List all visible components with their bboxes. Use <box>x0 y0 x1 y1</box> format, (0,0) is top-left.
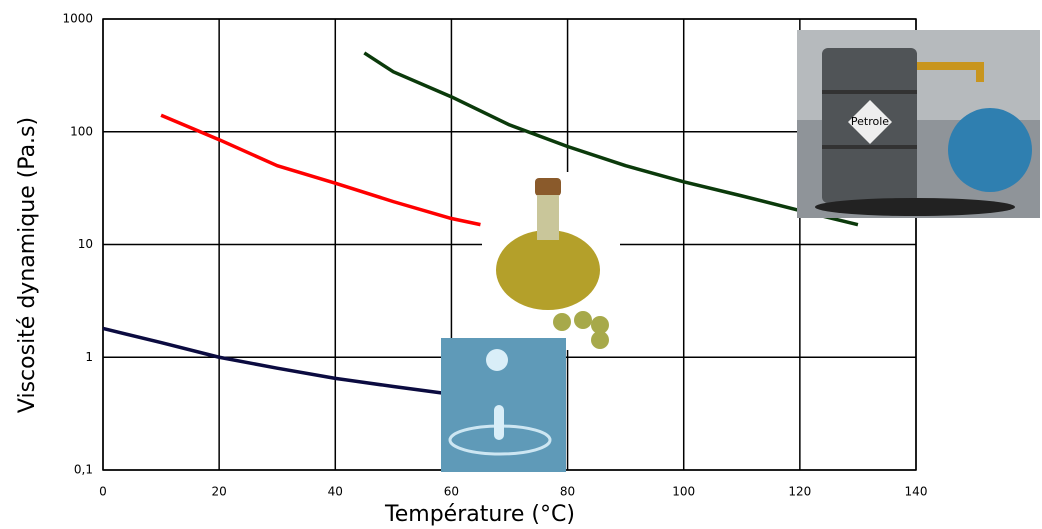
petrol-image: Petrole <box>797 30 1040 218</box>
spill <box>815 198 1015 216</box>
drop <box>486 349 508 371</box>
oil-image <box>482 172 620 350</box>
olive <box>591 331 609 349</box>
y-tick-label: 1000 <box>62 12 93 26</box>
y-tick-label: 100 <box>70 124 93 138</box>
x-tick-label: 0 <box>99 485 107 499</box>
x-tick-label: 40 <box>328 485 343 499</box>
x-tick-label: 20 <box>212 485 227 499</box>
y-tick-label: 0,1 <box>74 463 93 477</box>
water-image <box>441 338 566 472</box>
y-axis-label: Viscosité dynamique (Pa.s) <box>15 117 40 413</box>
barrel-ring <box>822 90 917 94</box>
jar <box>496 230 600 310</box>
chart: 0 20 40 60 80 100 120 140 0,1 1 10 100 1000 Températ… <box>0 0 1042 529</box>
olive <box>553 313 571 331</box>
olive <box>574 311 592 329</box>
cork <box>535 178 561 196</box>
x-tick-label: 80 <box>560 485 575 499</box>
petrol-label: Petrole <box>851 115 889 128</box>
y-tick-label: 10 <box>78 237 93 251</box>
x-tick-label: 120 <box>788 485 811 499</box>
y-tick-label: 1 <box>85 350 93 364</box>
x-tick-label: 140 <box>905 485 928 499</box>
x-tick-label: 60 <box>444 485 459 499</box>
splash <box>494 405 504 440</box>
jar-neck <box>537 195 559 240</box>
barrel-ring <box>822 145 917 149</box>
x-tick-label: 100 <box>672 485 695 499</box>
globe <box>948 108 1032 192</box>
x-axis-label: Température (°C) <box>384 502 575 527</box>
